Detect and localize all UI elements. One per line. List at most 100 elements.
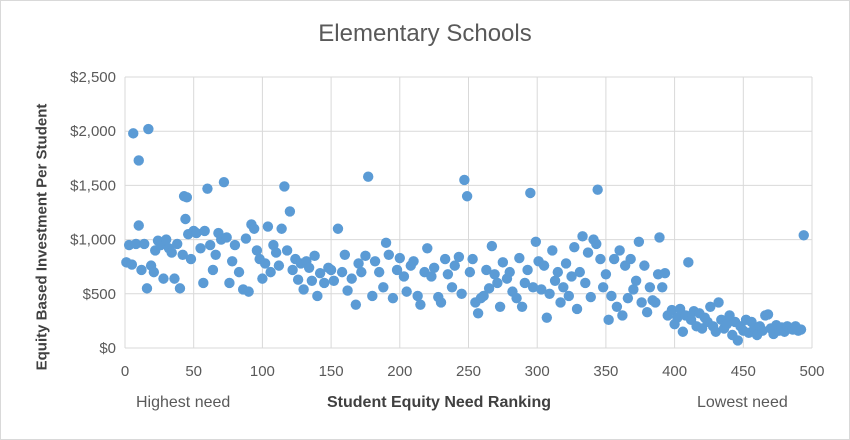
data-point bbox=[126, 259, 138, 270]
data-point bbox=[569, 241, 580, 253]
data-point bbox=[199, 225, 210, 237]
x-tick-label: 500 bbox=[799, 363, 824, 380]
x-axis-label: Student Equity Need Ranking bbox=[327, 394, 552, 411]
x-note-right: Lowest need bbox=[697, 394, 788, 411]
data-point bbox=[762, 309, 774, 320]
data-point bbox=[467, 253, 478, 265]
data-point bbox=[549, 275, 561, 286]
data-point bbox=[483, 283, 495, 294]
data-point bbox=[456, 288, 467, 299]
data-point bbox=[606, 290, 617, 302]
data-point bbox=[497, 257, 509, 268]
data-point bbox=[251, 245, 263, 256]
data-point bbox=[527, 282, 539, 293]
data-point bbox=[592, 184, 603, 195]
data-point bbox=[339, 249, 351, 260]
data-point bbox=[198, 277, 209, 289]
data-point bbox=[387, 292, 399, 304]
data-point bbox=[422, 243, 433, 254]
data-point bbox=[276, 223, 287, 234]
y-tick-label: $500 bbox=[83, 286, 116, 303]
data-point bbox=[191, 227, 202, 239]
data-point bbox=[353, 258, 364, 269]
data-point bbox=[625, 253, 636, 265]
data-point bbox=[595, 253, 606, 265]
data-point bbox=[677, 326, 689, 337]
data-point bbox=[641, 307, 653, 318]
data-point bbox=[442, 269, 454, 280]
data-point bbox=[226, 256, 238, 267]
data-point bbox=[306, 275, 318, 286]
x-tick-label: 100 bbox=[250, 363, 275, 380]
data-point bbox=[511, 292, 522, 304]
data-point bbox=[141, 283, 153, 294]
data-point bbox=[262, 221, 274, 232]
data-point bbox=[563, 290, 575, 302]
data-point bbox=[373, 266, 385, 278]
data-point bbox=[177, 249, 188, 260]
data-point bbox=[552, 266, 564, 278]
data-point bbox=[312, 290, 323, 302]
data-point bbox=[630, 275, 642, 286]
data-point bbox=[265, 266, 276, 278]
data-point bbox=[229, 239, 241, 251]
data-point bbox=[591, 238, 602, 250]
data-point bbox=[657, 282, 668, 293]
data-point bbox=[292, 274, 304, 285]
data-point bbox=[319, 277, 330, 289]
data-point bbox=[360, 250, 371, 262]
data-point bbox=[218, 176, 230, 188]
data-point bbox=[394, 252, 405, 264]
data-point bbox=[659, 268, 671, 279]
data-point bbox=[555, 297, 566, 308]
data-point bbox=[259, 258, 271, 269]
data-point bbox=[461, 191, 473, 202]
data-point bbox=[342, 285, 353, 296]
data-point bbox=[622, 292, 634, 304]
data-point bbox=[210, 249, 221, 260]
data-point bbox=[133, 220, 144, 231]
data-point bbox=[136, 264, 147, 276]
x-tick-label: 300 bbox=[525, 363, 550, 380]
data-point bbox=[233, 266, 245, 278]
data-point bbox=[639, 260, 650, 271]
data-point bbox=[130, 238, 142, 250]
data-point bbox=[446, 282, 458, 293]
data-point bbox=[161, 234, 172, 245]
data-point bbox=[798, 230, 809, 241]
data-point bbox=[169, 273, 180, 284]
data-point bbox=[571, 303, 583, 315]
data-point bbox=[181, 192, 193, 203]
data-point bbox=[332, 223, 344, 234]
data-point bbox=[383, 249, 395, 260]
data-point bbox=[644, 282, 656, 293]
data-point bbox=[328, 275, 340, 286]
data-point bbox=[412, 290, 423, 302]
data-point bbox=[221, 232, 232, 243]
data-point bbox=[597, 282, 609, 293]
data-point bbox=[391, 264, 403, 276]
data-point bbox=[336, 266, 348, 278]
data-point bbox=[174, 283, 186, 294]
data-point bbox=[128, 128, 139, 139]
data-point bbox=[580, 277, 591, 289]
data-point bbox=[654, 232, 665, 243]
data-point bbox=[672, 312, 683, 323]
data-point bbox=[560, 258, 572, 269]
data-point bbox=[538, 260, 550, 271]
chart-title: Elementary Schools bbox=[318, 20, 532, 47]
data-point bbox=[525, 187, 536, 199]
data-point bbox=[541, 312, 553, 323]
data-point bbox=[566, 271, 577, 282]
data-point bbox=[180, 213, 191, 225]
data-point bbox=[401, 286, 412, 297]
data-point bbox=[240, 233, 252, 244]
data-point bbox=[650, 297, 661, 308]
data-point bbox=[757, 325, 768, 336]
data-point bbox=[536, 284, 547, 295]
y-tick-label: $1,000 bbox=[70, 232, 116, 249]
data-point bbox=[257, 273, 268, 284]
data-point bbox=[713, 297, 724, 308]
x-note-left: Highest need bbox=[136, 394, 231, 411]
